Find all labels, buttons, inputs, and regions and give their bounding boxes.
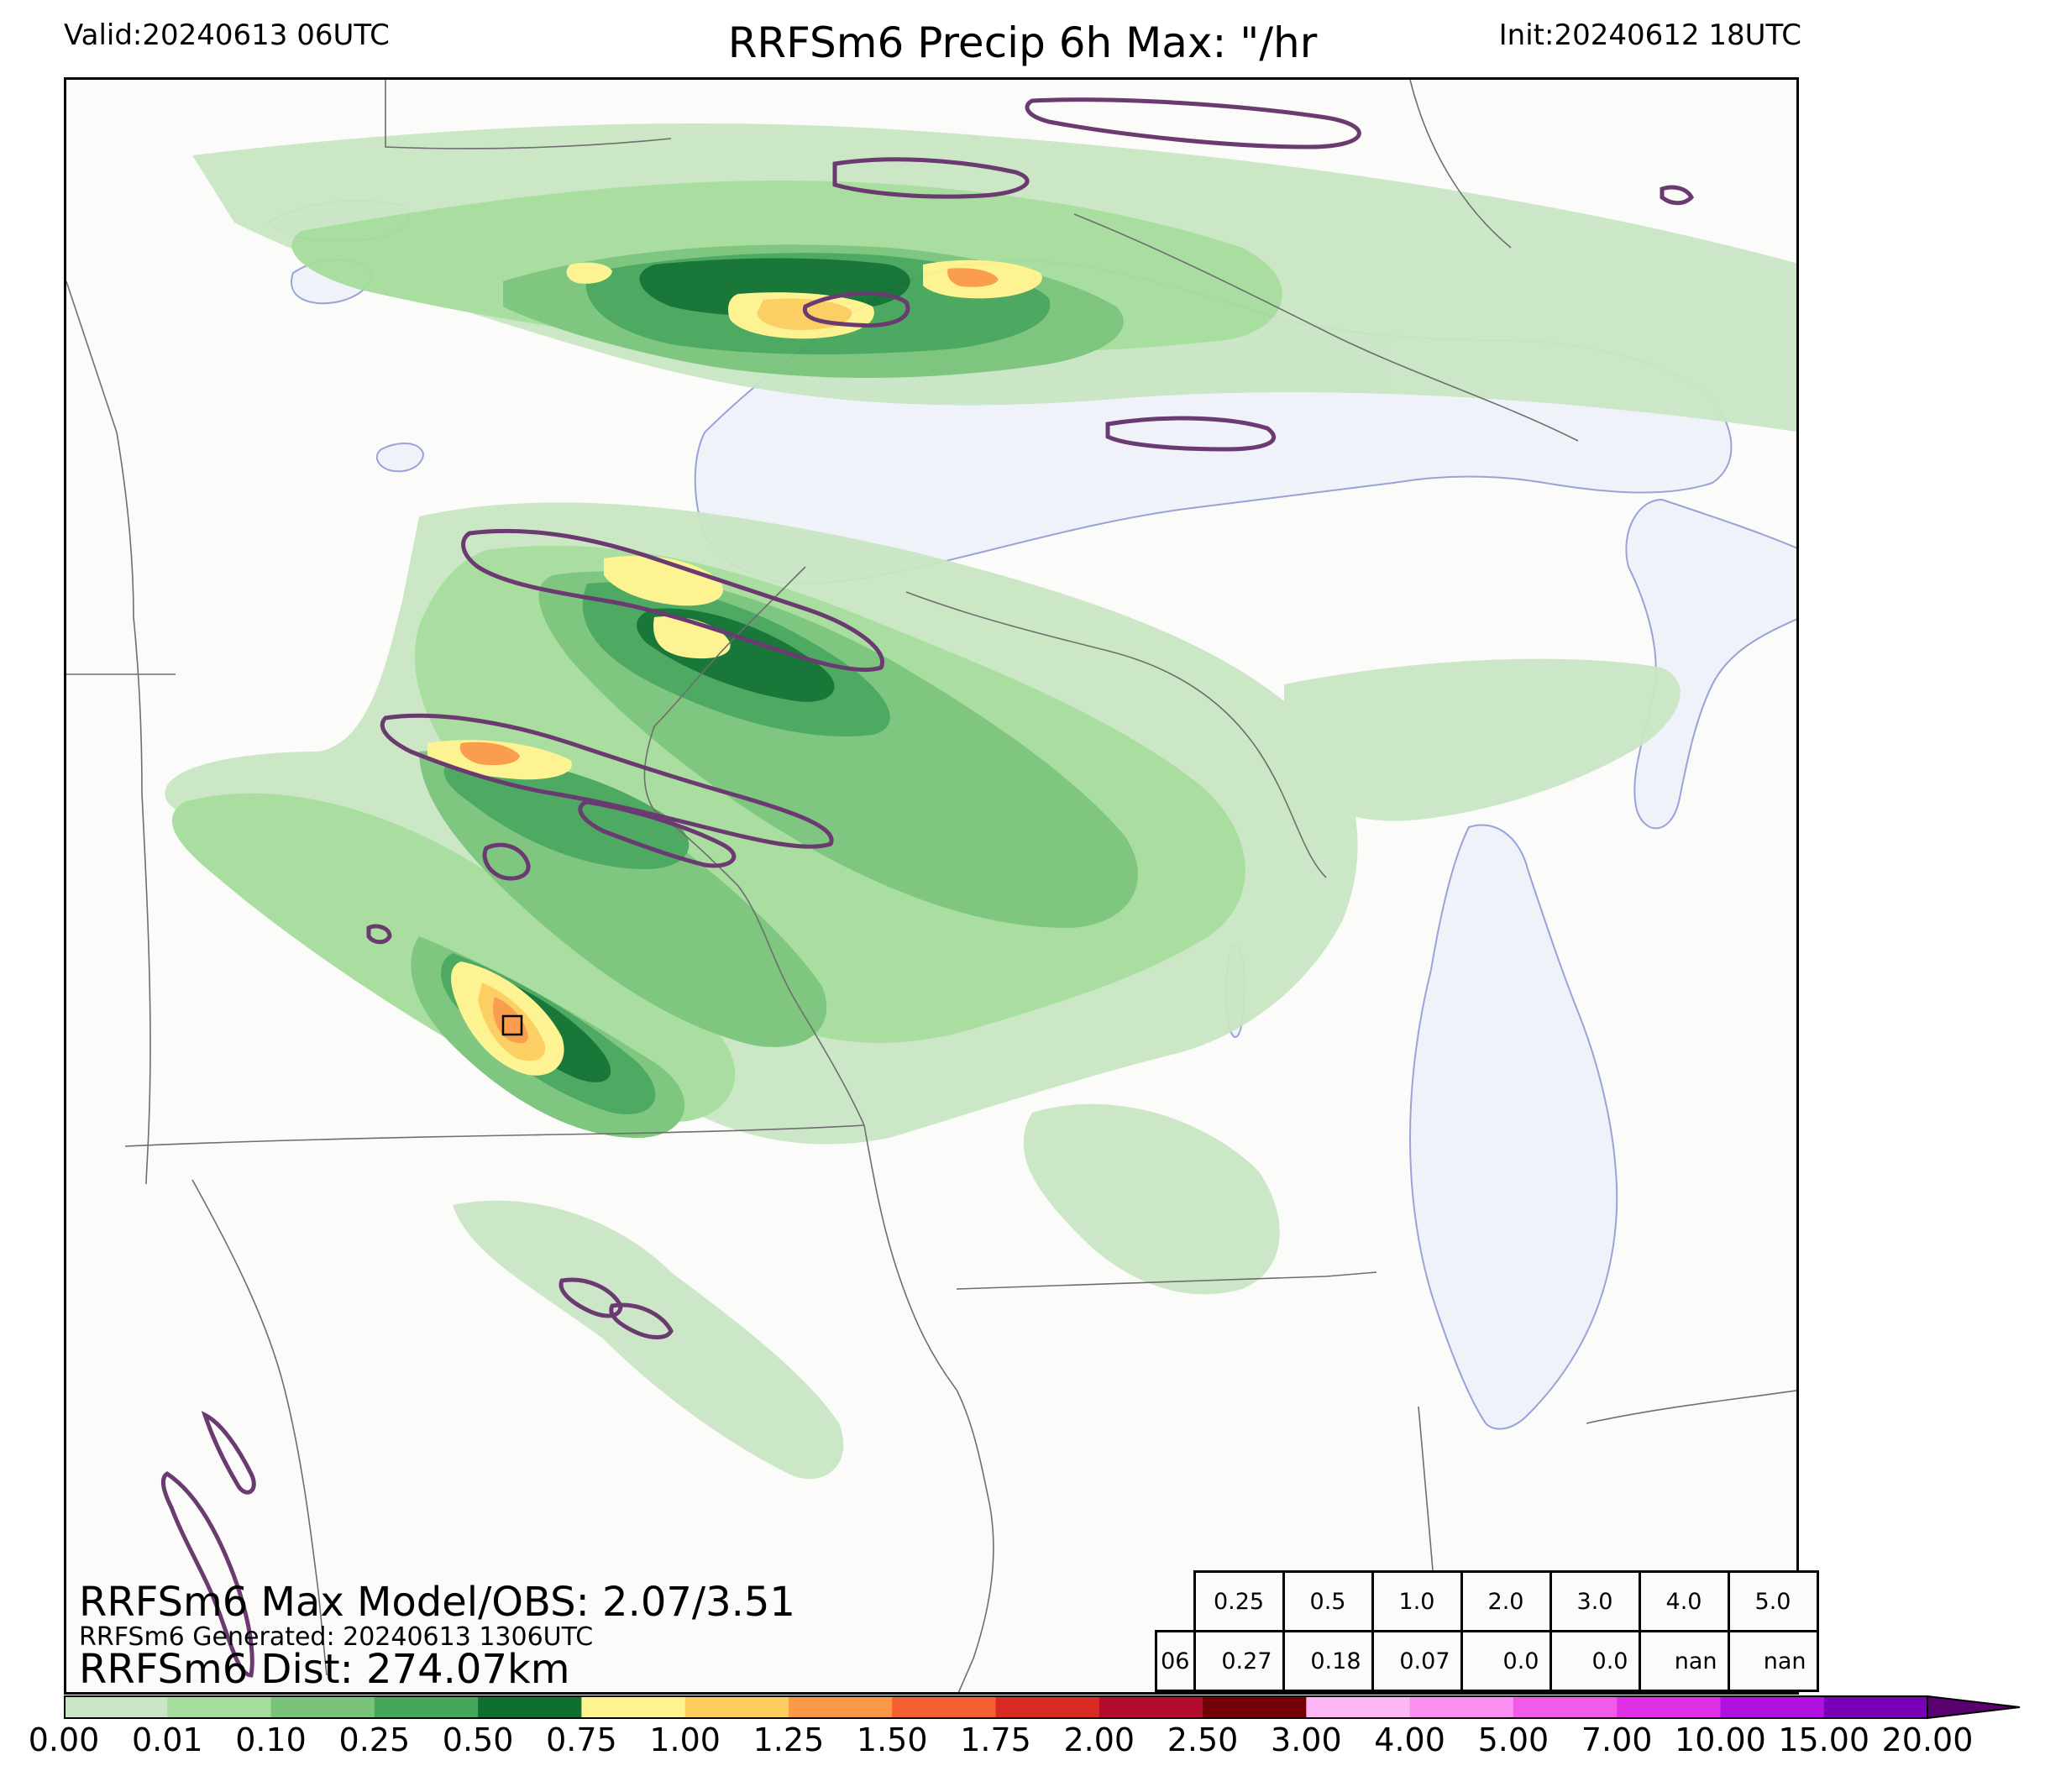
colorbar-tick-label: 5.00 — [1477, 1721, 1549, 1758]
colorbar-tick-label: 10.00 — [1675, 1721, 1766, 1758]
colorbar-segment — [684, 1696, 789, 1718]
colorbar-segment — [995, 1696, 1100, 1718]
threshold-cell: 1.0 — [1371, 1570, 1463, 1632]
init-time-label: Init:20240612 18UTC — [1498, 18, 1801, 52]
threshold-table: 0.25 0.5 1.0 2.0 3.0 4.0 5.0 06 0.27 0.1… — [1155, 1570, 1819, 1692]
map-panel — [64, 77, 1799, 1695]
colorbar-segment — [1203, 1696, 1307, 1718]
value-cell: 0.0 — [1460, 1630, 1552, 1692]
colorbar-tick-label: 1.75 — [960, 1721, 1031, 1758]
political-borders — [66, 80, 1796, 1692]
colorbar-tick-label: 15.00 — [1778, 1721, 1870, 1758]
colorbar-segment — [478, 1696, 582, 1718]
row-label-cell: 06 — [1155, 1630, 1196, 1692]
colorbar-segment — [167, 1696, 272, 1718]
colorbar-segment — [581, 1696, 686, 1718]
colorbar-outline — [64, 1695, 1928, 1719]
colorbar-segment — [1099, 1696, 1203, 1718]
value-cell: 0.07 — [1371, 1630, 1463, 1692]
colorbar-tick-label: 1.00 — [649, 1721, 721, 1758]
colorbar — [64, 1695, 2021, 1720]
colorbar-extend-arrow — [1927, 1695, 2021, 1720]
colorbar-segment — [1823, 1696, 1928, 1718]
colorbar-tick-label: 0.10 — [235, 1721, 307, 1758]
lake-michigan — [1408, 824, 1618, 1430]
colorbar-segment — [64, 1696, 168, 1718]
colorbar-tick-label: 2.50 — [1167, 1721, 1239, 1758]
threshold-cell: 0.25 — [1193, 1570, 1285, 1632]
colorbar-tick-label: 7.00 — [1581, 1721, 1653, 1758]
colorbar-tick-label: 1.25 — [752, 1721, 825, 1758]
threshold-cell: 0.5 — [1282, 1570, 1374, 1632]
colorbar-segment — [270, 1696, 375, 1718]
distance-label: RRFSm6 Dist: 274.07km — [79, 1646, 570, 1693]
colorbar-tick-label: 0.00 — [28, 1721, 100, 1758]
generated-time-label: RRFSm6 Generated: 20240613 1306UTC — [79, 1622, 594, 1652]
valid-time-label: Valid:20240613 06UTC — [64, 18, 390, 52]
colorbar-segment — [892, 1696, 996, 1718]
value-cell: nan — [1727, 1630, 1819, 1692]
colorbar-segment — [374, 1696, 479, 1718]
threshold-cell: 2.0 — [1460, 1570, 1552, 1632]
colorbar-tick-labels: 0.00 0.01 0.10 0.25 0.50 0.75 1.00 1.25 1.50 1.75… — [0, 1721, 2045, 1772]
colorbar-segment — [1720, 1696, 1825, 1718]
colorbar-tick-label: 0.50 — [442, 1721, 514, 1758]
colorbar-tick-label: 4.00 — [1374, 1721, 1445, 1758]
precip-shading — [165, 123, 1796, 1480]
colorbar-tick-label: 2.00 — [1063, 1721, 1135, 1758]
colorbar-segment — [1513, 1696, 1618, 1718]
max-model-obs-label: RRFSm6 Max Model/OBS: 2.07/3.51 — [79, 1579, 795, 1626]
colorbar-tick-label: 20.00 — [1881, 1721, 1974, 1758]
threshold-cell: 4.0 — [1638, 1570, 1730, 1632]
colorbar-segment — [1409, 1696, 1514, 1718]
obs-contours — [160, 97, 1695, 1678]
value-cell: 0.0 — [1549, 1630, 1641, 1692]
colorbar-segment — [1617, 1696, 1721, 1718]
threshold-cell: 5.0 — [1727, 1570, 1819, 1632]
threshold-header-row: 0.25 0.5 1.0 2.0 3.0 4.0 5.0 — [1156, 1570, 1819, 1632]
value-cell: nan — [1638, 1630, 1730, 1692]
corner-cell — [1156, 1572, 1195, 1632]
colorbar-tick-label: 1.50 — [856, 1721, 928, 1758]
value-cell: 0.18 — [1282, 1630, 1374, 1692]
precip-map — [66, 80, 1796, 1692]
colorbar-tick-label: 0.25 — [338, 1721, 411, 1758]
colorbar-segment — [788, 1696, 893, 1718]
lake-small-mn — [375, 443, 425, 473]
lake-huron-north — [1625, 498, 1796, 830]
colorbar-tick-label: 0.01 — [131, 1721, 203, 1758]
value-cell: 0.27 — [1193, 1630, 1285, 1692]
obs-max-marker — [501, 1014, 523, 1036]
threshold-cell: 3.0 — [1549, 1570, 1641, 1632]
colorbar-tick-label: 3.00 — [1271, 1721, 1342, 1758]
threshold-value-row: 06 0.27 0.18 0.07 0.0 0.0 nan nan — [1155, 1630, 1819, 1692]
colorbar-segment — [1306, 1696, 1411, 1718]
colorbar-tick-label: 0.75 — [546, 1721, 617, 1758]
